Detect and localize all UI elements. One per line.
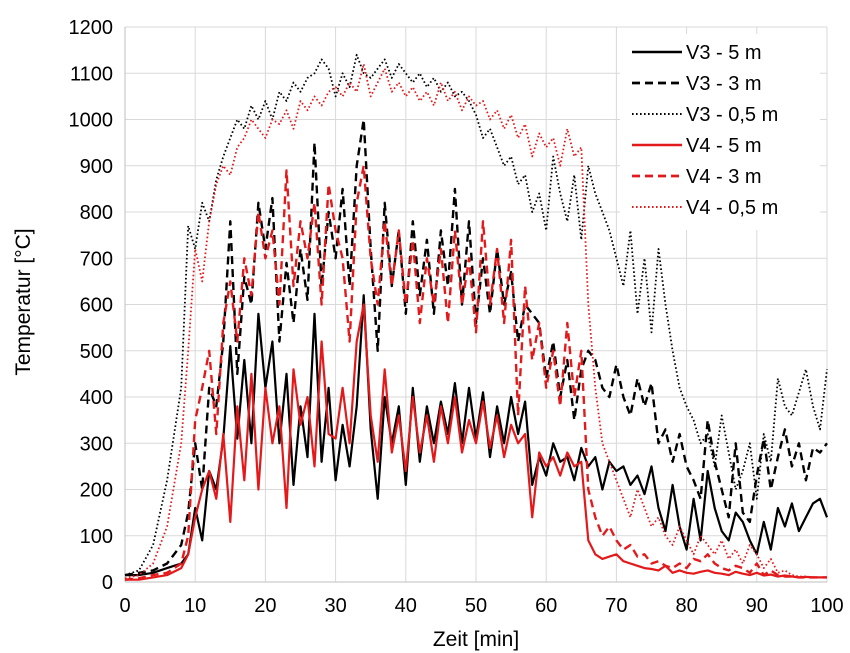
legend-label: V4 - 0,5 m <box>686 197 778 219</box>
legend-label: V3 - 0,5 m <box>686 104 778 126</box>
y-axis-ticks: 0 100 200 300 400 500 600 700 800 900 1000 1100 1200 <box>69 17 114 594</box>
x-tick-label: 90 <box>746 595 768 617</box>
chart-series <box>124 53 829 581</box>
x-tick-label: 10 <box>184 595 206 617</box>
x-tick-label: 70 <box>605 595 627 617</box>
x-axis-label: Zeit [min] <box>433 628 519 651</box>
y-tick-label: 1200 <box>69 17 114 39</box>
x-tick-label: 60 <box>535 595 557 617</box>
y-tick-label: 700 <box>80 248 113 270</box>
legend-label: V3 - 5 m <box>686 42 762 64</box>
x-tick-label: 0 <box>119 595 130 617</box>
y-tick-label: 600 <box>80 295 113 317</box>
chart-legend: V3 - 5 m V3 - 3 m V3 - 0,5 m V4 - 5 m V4 - 3… <box>620 34 820 230</box>
legend-background <box>620 34 820 230</box>
x-tick-label: 20 <box>254 595 276 617</box>
y-axis-label: Temperatur [°C] <box>12 228 35 375</box>
chart-axes <box>124 27 827 583</box>
x-axis-ticks: 0 10 20 30 40 50 60 70 80 90 100 <box>119 595 843 617</box>
y-tick-label: 400 <box>80 387 113 409</box>
legend-label: V4 - 5 m <box>686 135 762 157</box>
y-tick-label: 900 <box>80 156 113 178</box>
legend-label: V4 - 3 m <box>686 166 762 188</box>
y-tick-label: 0 <box>102 572 113 594</box>
x-tick-label: 50 <box>465 595 487 617</box>
x-tick-label: 80 <box>675 595 697 617</box>
x-tick-label: 30 <box>324 595 346 617</box>
series-line-v3-3-m <box>124 118 828 577</box>
series-line-v3-0-5-m <box>124 53 828 576</box>
y-tick-label: 800 <box>80 202 113 224</box>
y-tick-label: 200 <box>80 480 113 502</box>
y-tick-label: 100 <box>80 526 113 548</box>
y-tick-label: 1000 <box>69 110 114 132</box>
y-tick-label: 300 <box>80 433 113 455</box>
y-tick-label: 1100 <box>70 63 113 85</box>
series-line-v4-5-m <box>125 303 827 581</box>
x-tick-label: 100 <box>810 595 843 617</box>
y-tick-label: 500 <box>80 341 113 363</box>
series-line-v4-3-m <box>124 164 827 581</box>
series-line-v4-0-5-m <box>124 63 827 580</box>
legend-label: V3 - 3 m <box>686 73 762 95</box>
x-tick-label: 40 <box>395 595 417 617</box>
